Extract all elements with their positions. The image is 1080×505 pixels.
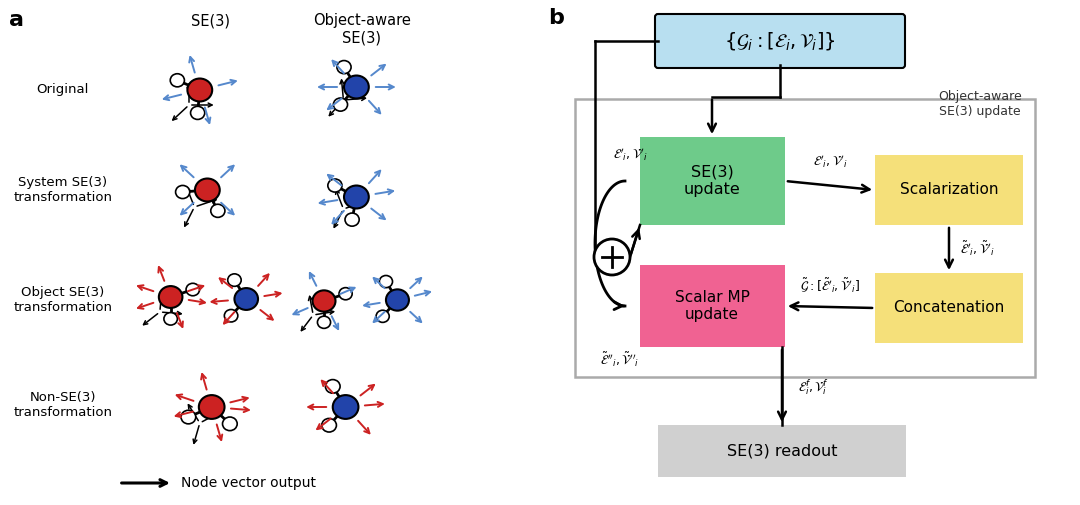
Text: $\mathcal{E}^f_i, \mathcal{V}^f_i$: $\mathcal{E}^f_i, \mathcal{V}^f_i$ <box>798 377 829 397</box>
Circle shape <box>325 380 340 393</box>
Circle shape <box>345 213 360 226</box>
Text: Object SE(3)
transformation: Object SE(3) transformation <box>13 286 112 314</box>
Circle shape <box>190 107 205 120</box>
Text: b: b <box>548 8 564 28</box>
Text: $\tilde{\mathcal{E}}'_i, \tilde{\mathcal{V}}'_i$: $\tilde{\mathcal{E}}'_i, \tilde{\mathcal… <box>960 240 995 258</box>
FancyBboxPatch shape <box>640 137 785 225</box>
Text: Scalarization: Scalarization <box>900 182 998 197</box>
Text: $\{\mathcal{G}_i:[\mathcal{E}_i,\mathcal{V}_i]\}$: $\{\mathcal{G}_i:[\mathcal{E}_i,\mathcal… <box>724 30 836 52</box>
Circle shape <box>386 289 409 311</box>
Text: Original: Original <box>37 83 89 96</box>
Text: SE(3)
update: SE(3) update <box>684 165 741 197</box>
Circle shape <box>234 288 258 310</box>
Circle shape <box>312 290 336 312</box>
Circle shape <box>379 276 392 288</box>
Text: Concatenation: Concatenation <box>893 300 1004 316</box>
Circle shape <box>345 76 368 98</box>
Circle shape <box>171 74 185 87</box>
Text: $\mathcal{E}'_i, \mathcal{V}'_i$: $\mathcal{E}'_i, \mathcal{V}'_i$ <box>612 146 647 163</box>
Circle shape <box>211 204 225 217</box>
Circle shape <box>188 78 212 102</box>
Circle shape <box>334 98 348 111</box>
Circle shape <box>228 274 241 286</box>
FancyBboxPatch shape <box>875 155 1023 225</box>
Text: Object-aware
SE(3): Object-aware SE(3) <box>313 13 410 45</box>
Circle shape <box>322 419 337 432</box>
Text: Scalar MP
update: Scalar MP update <box>675 290 750 322</box>
Text: a: a <box>9 10 24 30</box>
Text: Node vector output: Node vector output <box>181 476 316 490</box>
Circle shape <box>345 185 368 209</box>
Circle shape <box>339 288 352 300</box>
Circle shape <box>195 179 219 201</box>
Text: SE(3): SE(3) <box>191 13 230 28</box>
FancyBboxPatch shape <box>640 265 785 347</box>
Circle shape <box>225 310 238 322</box>
Circle shape <box>594 239 630 275</box>
Circle shape <box>186 283 200 296</box>
Circle shape <box>176 185 190 198</box>
Text: $\mathcal{E}'_i, \mathcal{V}'_i$: $\mathcal{E}'_i, \mathcal{V}'_i$ <box>813 154 847 170</box>
Circle shape <box>222 417 238 431</box>
FancyBboxPatch shape <box>658 425 906 477</box>
Circle shape <box>164 313 177 325</box>
Circle shape <box>318 316 330 328</box>
Text: SE(3) readout: SE(3) readout <box>727 443 837 459</box>
Text: $\tilde{\mathcal{G}}:[\tilde{\mathcal{E}}'_i, \tilde{\mathcal{V}}'_i]$: $\tilde{\mathcal{G}}:[\tilde{\mathcal{E}… <box>800 276 860 295</box>
Circle shape <box>181 410 195 424</box>
Text: $\tilde{\mathcal{E}}''_i, \tilde{\mathcal{V}}''_i$: $\tilde{\mathcal{E}}''_i, \tilde{\mathca… <box>600 350 639 369</box>
Circle shape <box>159 286 183 308</box>
Circle shape <box>337 61 351 74</box>
FancyBboxPatch shape <box>654 14 905 68</box>
Circle shape <box>328 179 342 192</box>
Circle shape <box>376 310 389 322</box>
Circle shape <box>333 395 359 419</box>
Text: Object-aware
SE(3) update: Object-aware SE(3) update <box>939 90 1022 118</box>
Text: Non-SE(3)
transformation: Non-SE(3) transformation <box>13 391 112 419</box>
FancyBboxPatch shape <box>875 273 1023 343</box>
FancyBboxPatch shape <box>575 99 1035 377</box>
Text: System SE(3)
transformation: System SE(3) transformation <box>13 176 112 204</box>
Circle shape <box>199 395 225 419</box>
